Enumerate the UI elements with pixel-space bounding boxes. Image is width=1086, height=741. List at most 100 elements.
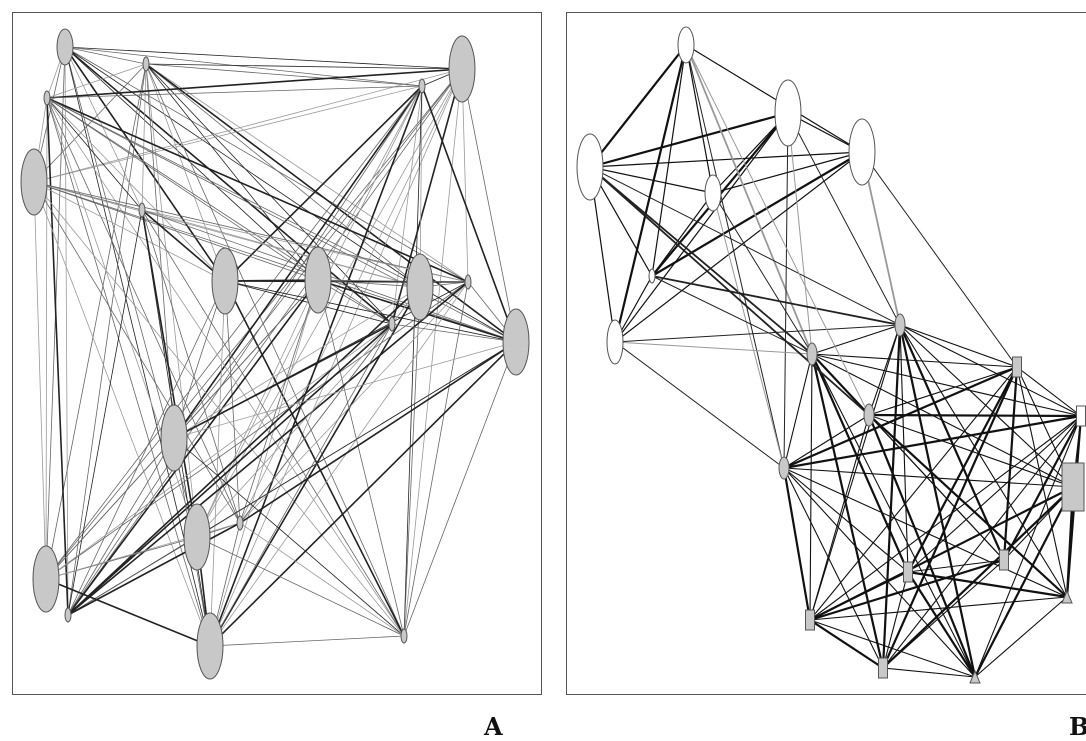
edge-b — [810, 353, 910, 573]
edge-b — [787, 112, 901, 326]
node-b — [999, 549, 1009, 571]
edge-b — [907, 559, 1005, 573]
node-a — [160, 404, 188, 472]
edge-a — [33, 181, 405, 637]
node-b — [704, 174, 722, 212]
edge-a — [67, 286, 421, 616]
edge-b — [589, 111, 789, 169]
edge-b — [783, 112, 789, 469]
node-b — [677, 26, 695, 64]
node-a — [43, 90, 51, 106]
edge-b — [782, 467, 812, 621]
edge-a — [46, 97, 241, 524]
nodes-b — [576, 26, 1086, 684]
edge-b — [613, 44, 688, 343]
edge-b — [685, 44, 813, 355]
edge-a — [67, 85, 423, 616]
edge-b — [882, 559, 1005, 669]
edge-b — [868, 324, 901, 416]
edges-b — [589, 44, 1083, 678]
edge-b — [651, 192, 714, 277]
edge-a — [45, 281, 469, 580]
edge-a — [173, 341, 517, 439]
edge-b — [614, 324, 901, 343]
edge-a — [45, 578, 211, 647]
node-a — [138, 202, 146, 218]
node-a — [196, 612, 224, 680]
edge-b — [811, 353, 1018, 368]
edge-b — [809, 619, 884, 669]
edge-a — [239, 281, 469, 524]
edge-a — [46, 85, 423, 99]
edges-a — [33, 46, 517, 647]
edge-b — [868, 366, 1018, 416]
node-a — [400, 628, 408, 644]
edge-a — [67, 68, 463, 616]
edge-b — [589, 44, 687, 168]
edge-b — [783, 414, 1082, 470]
edge-b — [899, 324, 1018, 368]
edge-a — [421, 85, 517, 343]
edge-a — [173, 323, 393, 439]
edge-a — [224, 280, 405, 637]
node-b — [1061, 589, 1073, 604]
edge-b — [907, 570, 1068, 599]
edge-b — [783, 414, 870, 469]
edge-a — [67, 209, 143, 616]
edge-b — [811, 324, 901, 355]
edge-a — [145, 63, 226, 282]
node-a — [56, 28, 74, 66]
edge-b — [783, 365, 1018, 470]
edge-a — [209, 323, 393, 647]
edge-a — [403, 286, 421, 637]
edge-b — [685, 44, 714, 194]
edge-a — [145, 63, 423, 87]
edge-a — [33, 181, 319, 281]
node-b — [894, 313, 906, 337]
edge-b — [589, 151, 863, 168]
edge-a — [196, 85, 423, 538]
edge-b — [651, 275, 901, 326]
edge-b — [783, 467, 1074, 488]
edge-b — [589, 166, 714, 194]
edge-a — [145, 63, 319, 281]
node-a — [502, 308, 530, 376]
edge-a — [141, 209, 421, 288]
edge-b — [651, 44, 687, 277]
edge-a — [239, 341, 517, 524]
edge-a — [145, 63, 421, 288]
node-b — [903, 561, 913, 583]
edge-a — [403, 68, 463, 637]
edge-a — [33, 85, 423, 183]
node-b — [778, 456, 790, 480]
edge-a — [141, 209, 226, 282]
edge-a — [64, 46, 69, 616]
node-b — [848, 118, 876, 186]
edge-a — [45, 323, 393, 580]
edge-a — [196, 323, 393, 538]
edge-a — [209, 68, 463, 647]
panel-label-a: A — [484, 712, 503, 741]
node-a — [183, 503, 211, 571]
edge-a — [419, 286, 517, 343]
edge-a — [33, 63, 147, 183]
edge-b — [712, 192, 813, 355]
edge-b — [783, 353, 813, 469]
edge-b — [614, 341, 813, 355]
node-a — [304, 246, 332, 314]
panel-b-frame — [566, 12, 1086, 695]
edge-b — [907, 415, 1082, 573]
edge-b — [882, 667, 976, 678]
node-b — [774, 79, 802, 147]
edge-a — [46, 63, 147, 99]
edge-b — [882, 486, 1074, 669]
edge-a — [46, 97, 211, 647]
node-a — [211, 247, 239, 315]
edge-b — [712, 192, 785, 469]
edge-b — [1016, 366, 1082, 417]
edge-b — [589, 166, 870, 416]
edge-a — [64, 46, 469, 283]
edge-b — [783, 467, 909, 573]
edge-a — [209, 280, 226, 647]
edge-b — [809, 415, 1082, 621]
